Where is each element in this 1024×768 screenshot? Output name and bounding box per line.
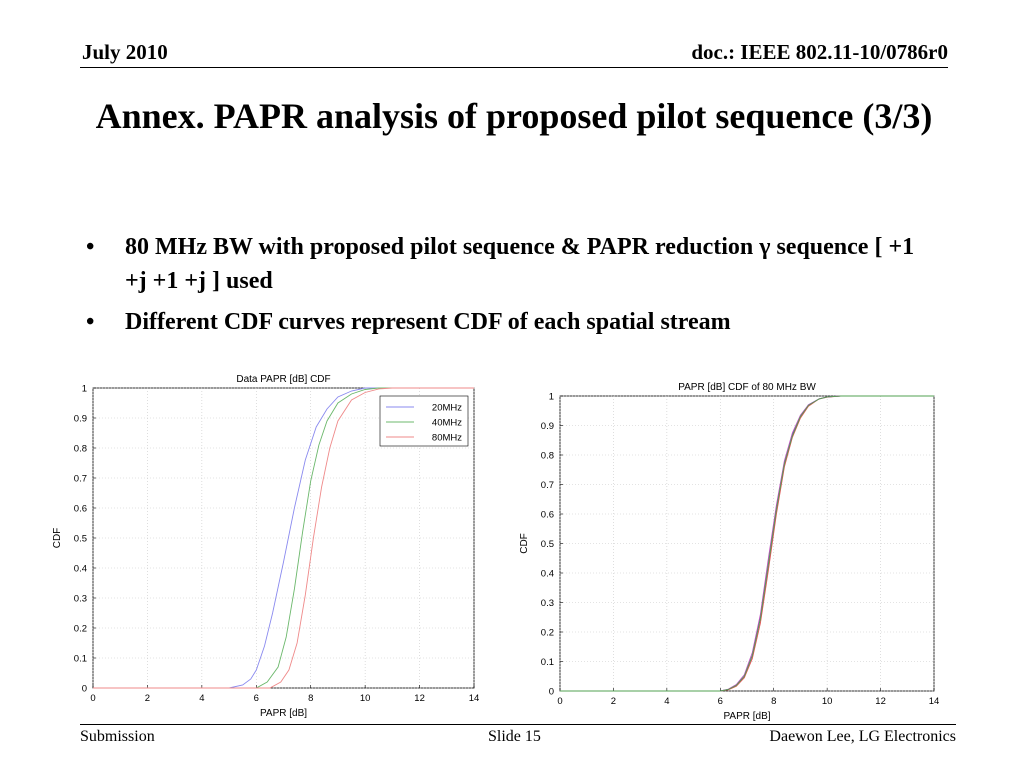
chart-title: PAPR [dB] CDF of 80 MHz BW [678,382,816,393]
chart-data-papr-cdf: 0 2 4 6 8 10 12 14 0 0.1 0.2 0.3 0.4 0.5 0.6 0.7 0.8 0.9 1… [52,374,480,719]
y-tick-label: 0.7 [74,474,87,485]
y-tick-label: 0.6 [74,504,87,515]
bullet-item: • Different CDF curves represent CDF of … [86,305,936,339]
x-tick-label: 10 [822,696,833,707]
y-tick-label: 0.5 [74,534,87,545]
header-date: July 2010 [82,40,168,64]
x-axis-label: PAPR [dB] [723,711,770,722]
bullet-item: • 80 MHz BW with proposed pilot sequence… [86,230,936,298]
series-line-4 [560,395,934,692]
x-tick-label: 8 [308,693,313,704]
x-tick-label: 2 [611,696,616,707]
y-tick-label: 0.7 [541,480,554,491]
footer-submission: Submission [80,728,155,745]
y-tick-label: 0 [82,684,87,695]
bullet-list: • 80 MHz BW with proposed pilot sequence… [86,230,936,346]
y-tick-label: 0.9 [541,421,554,432]
y-tick-label: 0.5 [541,539,554,550]
legend-box [379,395,469,447]
header-doc-id: doc.: IEEE 802.11-10/0786r0 [691,40,948,64]
x-tick-label: 4 [664,696,669,707]
x-tick-label: 10 [360,693,371,704]
bullet-dot: • [86,309,95,335]
y-tick-label: 0.3 [74,594,87,605]
x-tick-label: 6 [254,693,259,704]
series-line-20mhz [93,387,474,689]
y-tick-label: 0.1 [74,654,87,665]
header-rule [80,67,948,68]
legend-label: 20MHz [432,403,462,414]
y-axis-label: CDF [519,533,530,554]
y-tick-label: 0.2 [74,624,87,635]
x-tick-label: 12 [875,696,886,707]
footer-rule [80,724,956,725]
y-tick-label: 0.1 [541,657,554,668]
y-tick-label: 0 [549,687,554,698]
chart-papr-cdf-80mhz: 0 2 4 6 8 10 12 14 0 0.1 0.2 0.3 0.4 0.5 0.6 0.7 0.8 0.9 1… [519,382,940,722]
x-axis-label: PAPR [dB] [260,708,307,719]
y-tick-label: 0.4 [541,569,554,580]
chart-legend: 20MHz 40MHz 80MHz [379,395,469,447]
y-tick-label: 0.8 [74,444,87,455]
x-tick-label: 0 [557,696,562,707]
y-tick-label: 0.3 [541,598,554,609]
x-tick-label: 2 [145,693,150,704]
x-tick-label: 4 [199,693,204,704]
chart-title: Data PAPR [dB] CDF [236,374,330,385]
bullet-text: 80 MHz BW with proposed pilot sequence &… [125,234,915,294]
y-tick-label: 1 [82,384,87,395]
x-tick-label: 14 [929,696,940,707]
legend-label: 40MHz [432,418,462,429]
footer-slide-number: Slide 15 [488,728,541,745]
y-axis-label: CDF [52,528,63,549]
series-line-80mhz [93,387,474,689]
y-tick-label: 0.2 [541,628,554,639]
y-tick-label: 0.9 [74,414,87,425]
series-line-40mhz [93,387,474,689]
footer-author: Daewon Lee, LG Electronics [769,728,956,745]
x-tick-label: 12 [414,693,425,704]
x-tick-label: 0 [90,693,95,704]
y-tick-label: 0.8 [541,451,554,462]
legend-label: 80MHz [432,433,462,444]
y-tick-label: 0.4 [74,564,87,575]
bullet-text: Different CDF curves represent CDF of ea… [125,309,731,335]
y-tick-label: 0.6 [541,510,554,521]
x-tick-label: 14 [469,693,480,704]
bullet-dot: • [86,234,95,260]
y-tick-label: 1 [549,392,554,403]
x-tick-label: 8 [771,696,776,707]
x-tick-label: 6 [718,696,723,707]
slide-title: Annex. PAPR analysis of proposed pilot s… [95,96,933,136]
